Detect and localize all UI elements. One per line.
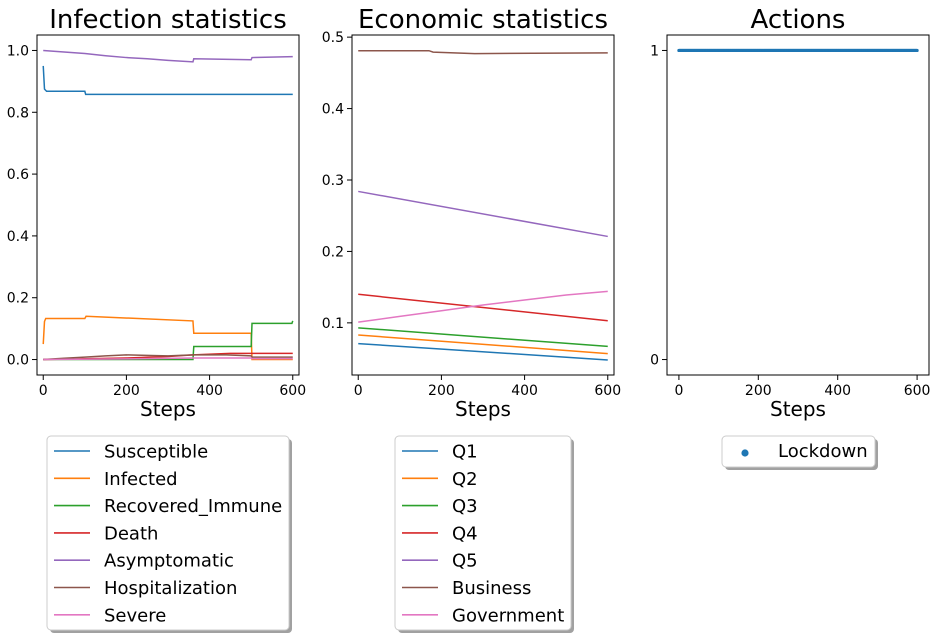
y-tick-label: 1.0 xyxy=(7,43,29,59)
series-line-susceptible xyxy=(42,65,293,96)
legend-label: Death xyxy=(104,523,158,544)
legend-label: Q4 xyxy=(452,523,478,544)
legend-label: Business xyxy=(452,578,531,599)
plot-area xyxy=(358,49,608,361)
legend-label: Government xyxy=(452,605,564,626)
chart-title: Infection statistics xyxy=(49,5,287,35)
series-line-severe xyxy=(43,357,293,361)
chart-panel-3: Actions 0 200 400 600 0 1 Steps Lockdown xyxy=(650,5,930,470)
legend-label: Q3 xyxy=(452,496,478,517)
y-tick-label: 0.1 xyxy=(322,316,344,332)
chart-panel-1: Infection statistics 0 200 400 600 0.0 0.2 0.4 0… xyxy=(7,5,306,633)
plot-area xyxy=(42,49,294,361)
x-tick-label: 600 xyxy=(594,383,621,399)
series-line-government xyxy=(358,290,608,323)
legend: Lockdown xyxy=(721,435,878,470)
point-lockdown xyxy=(915,48,919,53)
series-line-recovered-immune xyxy=(43,320,294,361)
x-tick-label: 600 xyxy=(279,383,306,399)
y-tick-label: 0.4 xyxy=(7,229,29,245)
legend-label: Q5 xyxy=(452,551,478,572)
series-line-q3 xyxy=(358,327,608,348)
plot-frame xyxy=(351,34,615,376)
legend-label: Asymptomatic xyxy=(104,551,234,572)
series-line-business xyxy=(358,49,608,55)
x-tick-label: 600 xyxy=(904,383,931,399)
x-tick-label: 400 xyxy=(196,383,223,399)
legend-box xyxy=(394,435,572,631)
legend-label: Recovered_Immune xyxy=(104,496,282,517)
y-tick-label: 0.0 xyxy=(7,353,29,369)
y-tick-label: 1 xyxy=(650,43,659,59)
series-line-q4 xyxy=(358,293,608,322)
y-tick-label: 0.8 xyxy=(7,105,29,121)
x-tick-label: 400 xyxy=(511,383,538,399)
legend-box xyxy=(721,435,876,468)
x-tick-label: 200 xyxy=(745,383,772,399)
legend-box xyxy=(46,435,290,631)
x-axis-label: Steps xyxy=(455,397,511,421)
legend: Q1 Q2 Q3 Q4 Q5 Business Government xyxy=(394,435,574,633)
y-tick-label: 0.4 xyxy=(322,102,344,118)
legend-label: Susceptible xyxy=(104,442,208,463)
chart-title: Actions xyxy=(751,5,846,35)
x-tick-label: 0 xyxy=(674,383,683,399)
x-axis-label: Steps xyxy=(140,397,196,421)
series-line-asymptomatic xyxy=(43,49,293,63)
legend-label: Infected xyxy=(104,469,178,490)
legend-label: Severe xyxy=(104,605,166,626)
legend: Susceptible Infected Recovered_Immune Death… xyxy=(46,435,292,633)
plot-frame xyxy=(36,34,300,376)
legend-label: Hospitalization xyxy=(104,578,237,599)
x-tick-label: 0 xyxy=(39,383,48,399)
y-tick-label: 0 xyxy=(650,353,659,369)
x-tick-label: 0 xyxy=(354,383,363,399)
x-axis-label: Steps xyxy=(770,397,826,421)
series-line-hospitalization xyxy=(43,354,293,361)
x-tick-label: 200 xyxy=(428,383,455,399)
chart-title: Economic statistics xyxy=(358,5,608,35)
legend-label: Q1 xyxy=(452,442,478,463)
x-tick-label: 200 xyxy=(113,383,140,399)
y-tick-label: 0.3 xyxy=(322,173,344,189)
series-line-q5 xyxy=(358,190,608,238)
y-tick-label: 0.2 xyxy=(322,244,344,260)
legend-marker xyxy=(741,449,749,457)
x-tick-label: 400 xyxy=(824,383,851,399)
legend-label: Q2 xyxy=(452,469,478,490)
series-line-q1 xyxy=(358,342,608,361)
plot-area xyxy=(677,48,919,53)
y-tick-label: 0.2 xyxy=(7,291,29,307)
legend-label: Lockdown xyxy=(778,441,868,462)
chart-panel-2: Economic statistics 0 200 400 600 0.1 0.2 0.3 0.… xyxy=(322,5,621,633)
series-line-q2 xyxy=(358,334,608,355)
y-tick-label: 0.6 xyxy=(7,167,29,183)
y-tick-label: 0.5 xyxy=(322,30,344,46)
plot-frame xyxy=(666,34,930,376)
